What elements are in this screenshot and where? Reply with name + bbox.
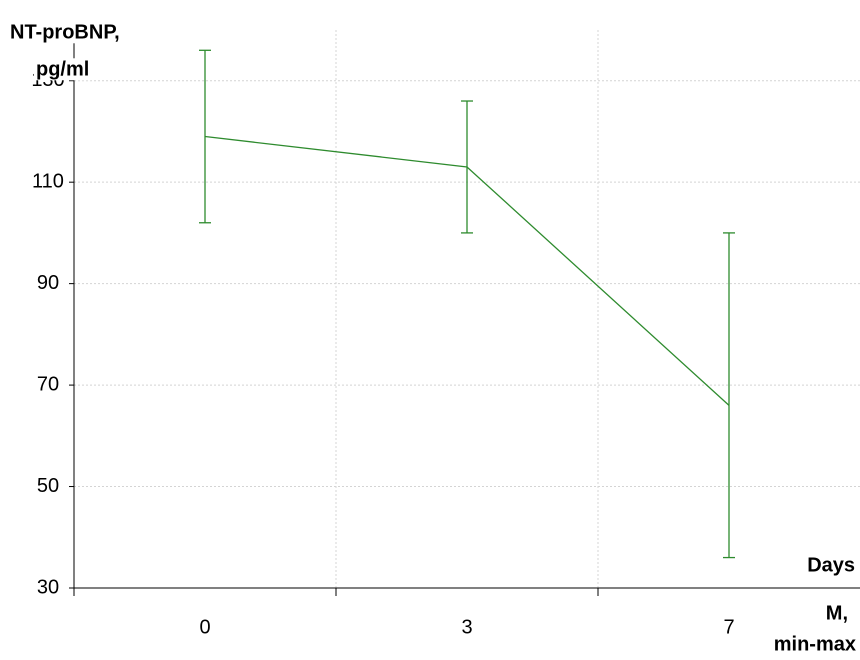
x-tick-label: 0: [199, 616, 210, 638]
y-tick-label: 30: [37, 576, 59, 598]
note: min-max: [774, 633, 856, 655]
x-tick-label: 7: [723, 616, 734, 638]
label-background: [8, 21, 122, 44]
y-tick-label: 70: [37, 373, 59, 395]
y-tick-label: 110: [32, 170, 64, 192]
x-axis-label: Days: [807, 554, 855, 576]
x-tick-label: 3: [461, 616, 472, 638]
y-axis-label: pg/ml: [36, 58, 89, 80]
y-tick-label: 50: [37, 475, 59, 497]
note: M,: [826, 602, 848, 624]
y-axis-label: NT-proBNP,: [10, 21, 120, 43]
y-tick-label: 90: [37, 272, 59, 294]
label-background: [34, 58, 92, 81]
